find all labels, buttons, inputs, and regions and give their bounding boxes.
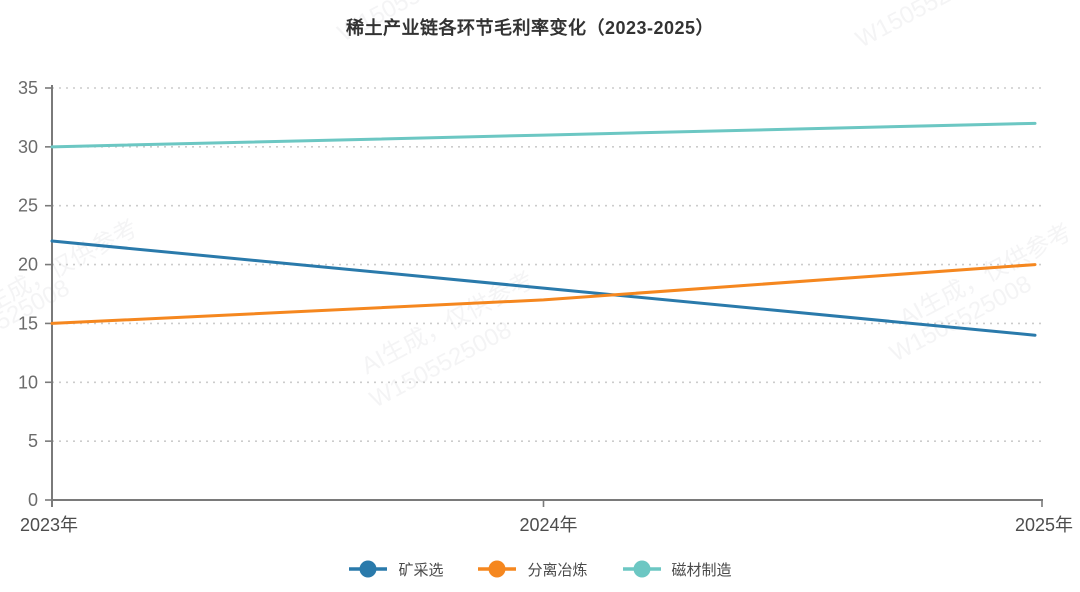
- y-axis-tick-label: 0: [28, 490, 38, 510]
- x-axis-tick-label: 2024年: [519, 515, 577, 535]
- legend-label: 磁材制造: [671, 561, 732, 579]
- series-line-磁材制造: [50, 121, 1037, 149]
- chart-legend: 矿采选 分离冶炼 磁材制造: [0, 552, 1080, 586]
- legend-line-marker-icon: [622, 560, 661, 578]
- series-line-矿采选: [50, 239, 1037, 337]
- legend-line-marker-icon: [478, 560, 517, 578]
- legend-item-smelting[interactable]: 分离冶炼: [477, 559, 588, 580]
- legend-label: 矿采选: [398, 561, 444, 579]
- series-line-分离冶炼: [50, 263, 1037, 325]
- legend-item-mining[interactable]: 矿采选: [348, 559, 443, 580]
- y-axis-tick-label: 25: [18, 196, 38, 216]
- x-axis-tick-label: 2025年: [1015, 515, 1073, 535]
- legend-item-magnet-material[interactable]: 磁材制造: [622, 559, 732, 580]
- legend-line-marker-icon: [349, 560, 388, 578]
- y-axis-tick-label: 30: [18, 137, 38, 157]
- x-axis-tick-label: 2023年: [20, 515, 78, 535]
- y-axis-tick-label: 10: [18, 372, 38, 392]
- y-axis-tick-label: 20: [18, 255, 38, 275]
- line-chart-plot-area: 0 5 10 15 20 25 30 35 2023年 2024年 2025年: [18, 78, 1073, 535]
- y-axis-tick-label: 35: [18, 78, 38, 98]
- chart-title: 稀土产业链各环节毛利率变化（2023-2025）: [345, 18, 715, 38]
- y-axis-tick-label: 5: [28, 431, 38, 451]
- y-axis-tick-label: 15: [18, 313, 38, 333]
- legend-label: 分离冶炼: [527, 561, 588, 579]
